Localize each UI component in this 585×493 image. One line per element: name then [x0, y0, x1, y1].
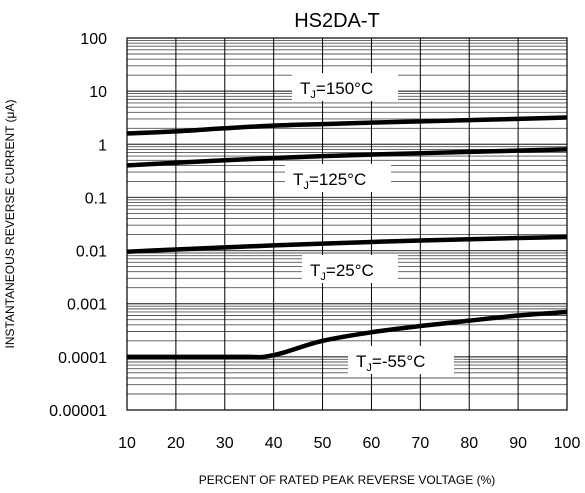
y-tick-label: 0.00001	[49, 403, 107, 420]
y-tick-label: 10	[89, 84, 107, 101]
y-tick-labels: 0.00001 0.0001 0.001 0.01 0.1 1 10 100	[49, 31, 107, 420]
y-tick-label: 0.001	[67, 297, 107, 314]
series-label: TJ=150°C	[300, 79, 373, 101]
y-tick-label: 1	[98, 137, 107, 154]
series-line	[126, 115, 568, 136]
x-tick-label: 30	[216, 435, 234, 452]
series-labels: TJ=150°C TJ=125°C TJ=25°C TJ=-55°C	[285, 73, 454, 374]
plot-frame	[126, 37, 568, 411]
series-label-box	[348, 346, 454, 374]
x-tick-label: 50	[314, 435, 332, 452]
series-label-box	[285, 164, 391, 192]
series-label: TJ=125°C	[293, 170, 366, 192]
x-tick-label: 100	[554, 435, 581, 452]
x-tick-label: 60	[363, 435, 381, 452]
series-line	[126, 309, 568, 360]
x-tick-labels: 10 20 30 40 50 60 70 80 90 100	[118, 435, 580, 452]
series-label-box	[302, 255, 398, 283]
y-axis-title: INSTANTANEOUS REVERSE CURRENT (μA)	[3, 100, 17, 349]
x-tick-label: 40	[265, 435, 283, 452]
series-group	[126, 115, 568, 360]
chart-title: HS2DA-T	[294, 10, 380, 32]
x-tick-label: 20	[167, 435, 185, 452]
series-line	[126, 234, 568, 255]
y-tick-label: 0.1	[85, 190, 107, 207]
y-tick-label: 0.0001	[58, 350, 107, 367]
y-tick-label: 100	[80, 31, 107, 48]
x-tick-label: 10	[118, 435, 136, 452]
x-axis-title: PERCENT OF RATED PEAK REVERSE VOLTAGE (%…	[199, 473, 496, 487]
x-tick-label: 80	[460, 435, 478, 452]
series-label-box	[292, 73, 398, 101]
y-tick-label: 0.01	[76, 244, 107, 261]
series-label: TJ=-55°C	[356, 352, 425, 374]
series-line	[126, 147, 568, 168]
x-tick-label: 70	[411, 435, 429, 452]
series-label: TJ=25°C	[310, 261, 374, 283]
x-tick-label: 90	[509, 435, 527, 452]
